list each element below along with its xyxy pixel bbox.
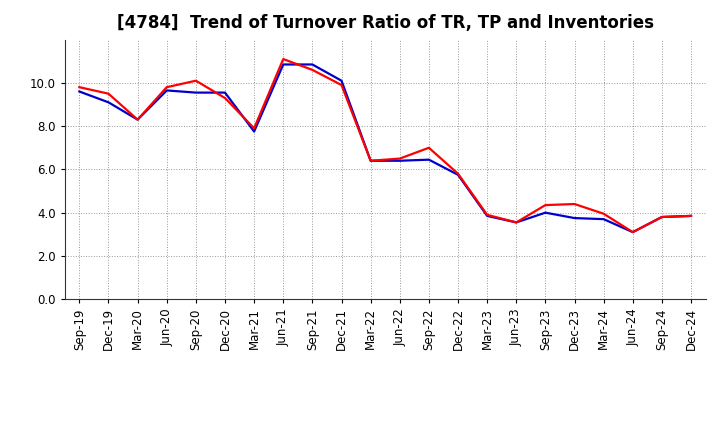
- Trade Receivables: [483, 212, 492, 217]
- Title: [4784]  Trend of Turnover Ratio of TR, TP and Inventories: [4784] Trend of Turnover Ratio of TR, TP…: [117, 15, 654, 33]
- Trade Receivables: [541, 202, 550, 208]
- Trade Payables: [133, 117, 142, 122]
- Trade Payables: [512, 220, 521, 225]
- Trade Receivables: [75, 84, 84, 90]
- Trade Payables: [192, 90, 200, 95]
- Trade Payables: [570, 216, 579, 221]
- Trade Payables: [599, 216, 608, 222]
- Trade Payables: [75, 89, 84, 94]
- Trade Receivables: [395, 156, 404, 161]
- Trade Payables: [454, 172, 462, 177]
- Line: Trade Payables: Trade Payables: [79, 65, 691, 232]
- Trade Payables: [687, 213, 696, 219]
- Trade Receivables: [454, 171, 462, 176]
- Trade Receivables: [657, 214, 666, 220]
- Trade Receivables: [279, 56, 287, 62]
- Trade Receivables: [163, 84, 171, 90]
- Trade Payables: [425, 157, 433, 162]
- Trade Payables: [337, 78, 346, 83]
- Trade Payables: [657, 214, 666, 220]
- Trade Receivables: [104, 91, 113, 96]
- Trade Receivables: [687, 213, 696, 219]
- Trade Payables: [308, 62, 317, 67]
- Trade Payables: [104, 100, 113, 105]
- Trade Payables: [366, 158, 375, 163]
- Trade Receivables: [308, 67, 317, 73]
- Trade Receivables: [220, 95, 229, 101]
- Trade Payables: [541, 210, 550, 215]
- Trade Receivables: [570, 202, 579, 207]
- Line: Trade Receivables: Trade Receivables: [79, 59, 691, 232]
- Trade Payables: [483, 213, 492, 219]
- Trade Payables: [629, 230, 637, 235]
- Trade Receivables: [425, 145, 433, 150]
- Trade Receivables: [192, 78, 200, 83]
- Trade Receivables: [337, 82, 346, 88]
- Trade Receivables: [512, 220, 521, 225]
- Trade Receivables: [366, 158, 375, 163]
- Trade Receivables: [133, 117, 142, 122]
- Trade Payables: [395, 158, 404, 163]
- Trade Payables: [279, 62, 287, 67]
- Trade Payables: [163, 88, 171, 93]
- Trade Receivables: [599, 211, 608, 216]
- Trade Receivables: [250, 126, 258, 131]
- Trade Receivables: [629, 230, 637, 235]
- Trade Payables: [250, 129, 258, 134]
- Trade Payables: [220, 90, 229, 95]
